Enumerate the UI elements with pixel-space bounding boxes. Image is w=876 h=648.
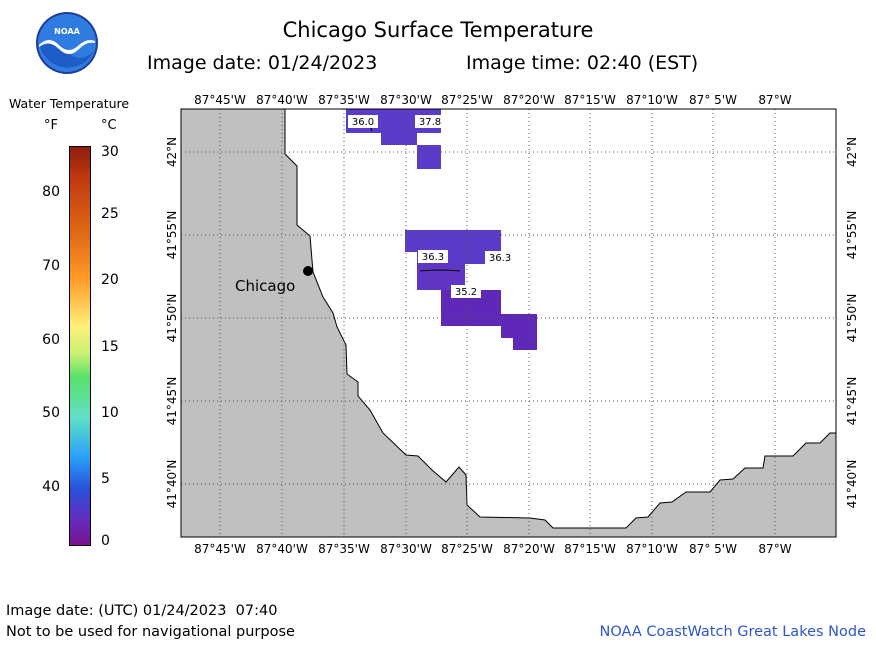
c-tick: 20 — [101, 272, 119, 288]
city-marker — [303, 266, 313, 276]
noaa-logo-text: NOAA — [54, 27, 80, 36]
f-tick: 70 — [42, 258, 60, 274]
f-tick: 40 — [42, 479, 60, 495]
lat-label: 42°N — [165, 137, 179, 167]
lon-labels-bottom: 87°45'W 87°40'W 87°35'W 87°30'W 87°25'W … — [194, 542, 792, 556]
lat-label: 41°45'N — [845, 377, 859, 426]
temp-label: 36.3 — [422, 252, 444, 263]
lon-label: 87°40'W — [256, 93, 308, 107]
legend-unit-fahrenheit: °F — [44, 118, 58, 133]
lon-label: 87° 5'W — [689, 93, 737, 107]
lon-label: 87°35'W — [318, 542, 370, 556]
city-label: Chicago — [235, 277, 295, 295]
lat-label: 41°40'N — [165, 460, 179, 509]
lon-label: 87°30'W — [380, 93, 432, 107]
lon-label: 87°40'W — [256, 542, 308, 556]
c-tick: 10 — [101, 405, 119, 421]
lon-label: 87°10'W — [626, 93, 678, 107]
lat-label: 42°N — [845, 137, 859, 167]
lat-label: 41°45'N — [165, 377, 179, 426]
map-frame — [180, 108, 837, 538]
f-tick: 60 — [42, 332, 60, 348]
lon-label: 87°25'W — [441, 542, 493, 556]
lat-labels-left: 42°N 41°55'N 41°50'N 41°45'N 41°40'N — [165, 137, 179, 509]
lon-label: 87°20'W — [503, 542, 555, 556]
c-tick: 5 — [101, 471, 110, 487]
f-tick: 50 — [42, 405, 60, 421]
image-time: Image time: 02:40 (EST) — [466, 52, 699, 74]
noaa-logo: NOAA — [36, 12, 98, 74]
chart-title: Chicago Surface Temperature — [282, 18, 594, 42]
lat-label: 41°50'N — [165, 294, 179, 343]
lon-labels-top: 87°45'W 87°40'W 87°35'W 87°30'W 87°25'W … — [194, 93, 792, 107]
lat-label: 41°50'N — [845, 294, 859, 343]
temp-label: 35.2 — [455, 287, 477, 298]
lon-label: 87°W — [758, 542, 791, 556]
temp-label: 37.8 — [419, 117, 441, 128]
lat-labels-right: 42°N 41°55'N 41°50'N 41°45'N 41°40'N — [845, 137, 859, 509]
lat-label: 41°55'N — [845, 211, 859, 260]
lat-label: 41°55'N — [165, 211, 179, 260]
isotherm — [419, 269, 461, 272]
temp-label: 36.3 — [489, 253, 511, 264]
legend-title: Water Temperature — [9, 96, 130, 111]
lon-label: 87°15'W — [564, 542, 616, 556]
f-tick: 80 — [42, 184, 60, 200]
footer-warning: Not to be used for navigational purpose — [6, 624, 295, 640]
lon-label: 87°35'W — [318, 93, 370, 107]
c-tick: 0 — [101, 533, 110, 549]
lon-label: 87°25'W — [441, 93, 493, 107]
lon-label: 87°45'W — [194, 93, 246, 107]
lon-label: 87°10'W — [626, 542, 678, 556]
lon-label: 87°W — [758, 93, 791, 107]
temperature-map: 36.0 37.8 36.3 36.3 35.2 Chicago 87°45'W… — [165, 93, 859, 556]
lon-label: 87°20'W — [503, 93, 555, 107]
c-tick: 30 — [101, 144, 119, 160]
lon-label: 87°15'W — [564, 93, 616, 107]
temperature-colorbar — [69, 146, 91, 546]
c-tick: 25 — [101, 206, 119, 222]
lon-label: 87°30'W — [380, 542, 432, 556]
footer-utc-date: Image date: (UTC) 01/24/2023 07:40 — [6, 603, 278, 619]
temp-label: 36.0 — [352, 117, 374, 128]
lon-label: 87° 5'W — [689, 542, 737, 556]
land-area — [180, 108, 837, 538]
lon-label: 87°45'W — [194, 542, 246, 556]
legend-unit-celsius: °C — [101, 118, 117, 133]
c-tick: 15 — [101, 339, 119, 355]
footer-credit: NOAA CoastWatch Great Lakes Node — [599, 624, 866, 640]
temp-labels: 36.0 37.8 36.3 36.3 35.2 — [348, 115, 515, 298]
image-date: Image date: 01/24/2023 — [147, 52, 378, 74]
graticule — [181, 109, 836, 537]
lat-label: 41°40'N — [845, 460, 859, 509]
